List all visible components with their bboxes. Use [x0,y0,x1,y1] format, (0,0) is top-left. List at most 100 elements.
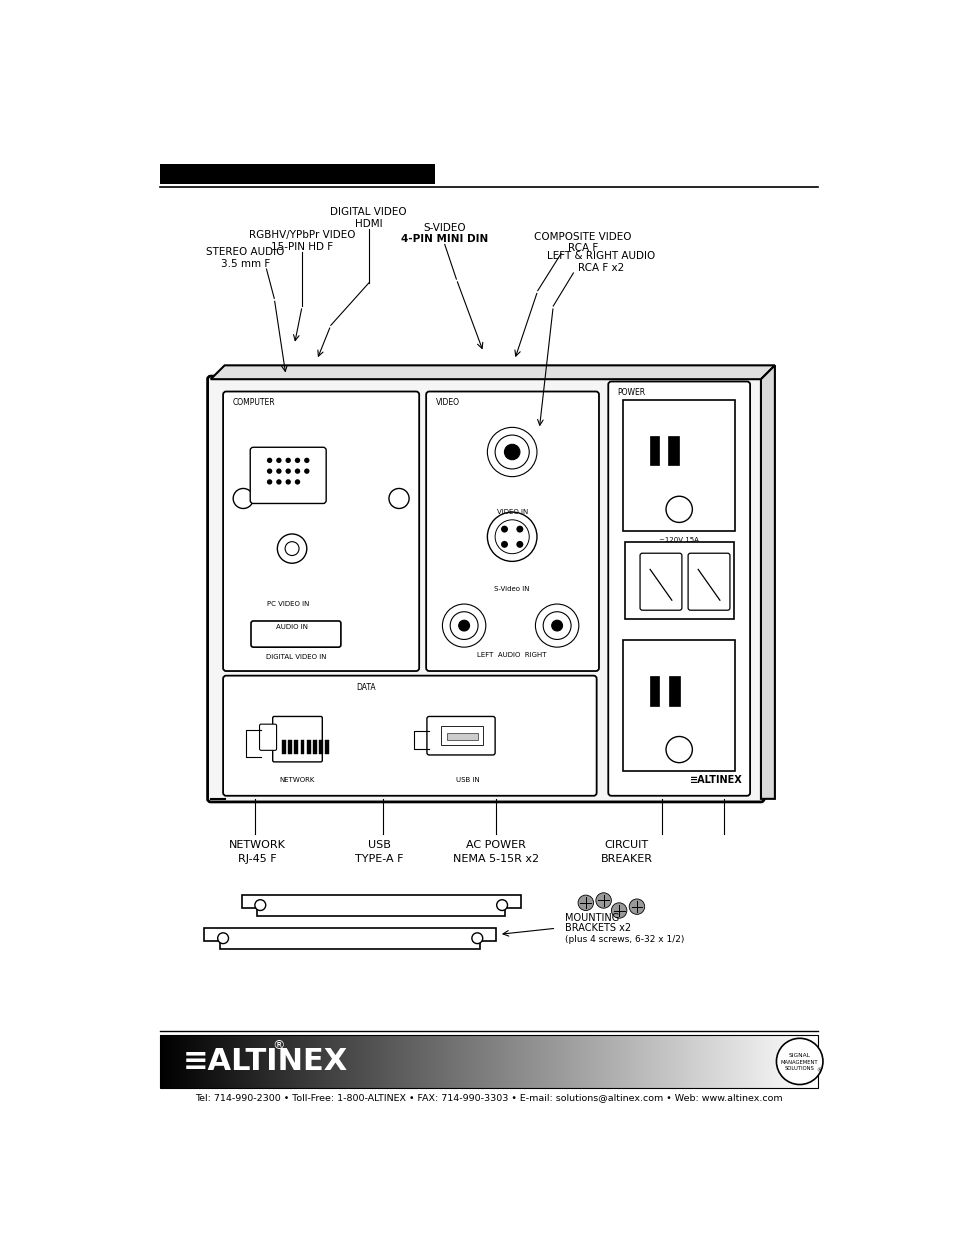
Bar [446,1035,449,1088]
Bar [812,1035,816,1088]
Bar [206,1035,210,1088]
Bar [236,1035,240,1088]
Bar [709,1035,713,1088]
Bar [608,1035,612,1088]
Bar [211,1035,214,1088]
Bar [227,1035,230,1088]
FancyBboxPatch shape [251,621,340,647]
Bar [792,1035,795,1088]
Bar [389,1035,393,1088]
Bar [712,1035,715,1088]
Bar [191,1035,193,1088]
Bar [304,1035,307,1088]
FancyBboxPatch shape [608,382,749,795]
Bar [294,740,298,755]
Text: VIDEO IN: VIDEO IN [496,509,527,515]
Circle shape [497,900,507,910]
Text: CIRCUIT: CIRCUIT [604,840,648,850]
Bar [493,1035,496,1088]
FancyBboxPatch shape [259,724,276,751]
Bar [265,1035,269,1088]
Bar [763,1035,766,1088]
FancyBboxPatch shape [208,377,763,802]
Bar [174,1035,178,1088]
Text: RJ-45 F: RJ-45 F [237,853,276,864]
Bar [526,1035,529,1088]
Circle shape [495,435,529,469]
Bar [730,1035,733,1088]
Bar [505,1035,509,1088]
Bar [567,1035,571,1088]
Bar [185,1035,189,1088]
Circle shape [535,604,578,647]
Bar [722,1035,725,1088]
Bar [618,1035,622,1088]
Circle shape [516,541,523,548]
Circle shape [504,445,519,459]
Bar [523,1035,527,1088]
Text: ®: ® [816,1068,821,1073]
Bar [229,1035,233,1088]
Text: STEREO AUDIO: STEREO AUDIO [206,247,284,257]
Text: ®: ® [273,1039,285,1052]
Bar [706,1035,710,1088]
Bar [750,1035,754,1088]
Bar [624,1035,627,1088]
Bar [307,740,311,755]
Text: POWER: POWER [617,389,645,398]
Bar [794,1035,798,1088]
Bar [216,1035,219,1088]
Bar [404,1035,408,1088]
Bar [296,1035,299,1088]
FancyBboxPatch shape [639,553,681,610]
Bar [268,1035,271,1088]
Bar [590,1035,594,1088]
Bar [289,1035,292,1088]
Bar [415,1035,418,1088]
Bar [490,1035,493,1088]
Bar [650,1035,653,1088]
Bar [758,1035,761,1088]
Bar [345,1035,349,1088]
Bar [621,1035,624,1088]
Bar [387,1035,390,1088]
Bar [172,1035,175,1088]
Bar [322,1035,325,1088]
Text: RCA F x2: RCA F x2 [578,263,624,273]
Bar [183,1035,186,1088]
Bar [422,1035,426,1088]
Bar [449,1035,452,1088]
Bar [564,1035,568,1088]
Circle shape [596,893,611,908]
Bar [162,1035,165,1088]
Bar [286,1035,289,1088]
Bar [802,1035,805,1088]
Bar [330,1035,333,1088]
Circle shape [665,736,692,763]
Bar [603,1035,607,1088]
Bar [159,1035,818,1088]
Bar [647,1035,651,1088]
FancyBboxPatch shape [427,716,495,755]
Circle shape [665,496,692,522]
Bar [534,1035,537,1088]
Bar [198,1035,201,1088]
Bar [766,1035,769,1088]
Text: LEFT & RIGHT AUDIO: LEFT & RIGHT AUDIO [547,251,655,261]
Polygon shape [211,366,774,379]
Bar [588,1035,591,1088]
Bar [606,1035,609,1088]
Bar [484,1035,488,1088]
Bar [720,1035,722,1088]
FancyBboxPatch shape [273,716,322,762]
Circle shape [450,611,477,640]
Bar [649,436,659,466]
Text: DIGITAL VIDEO: DIGITAL VIDEO [330,207,407,217]
Circle shape [285,458,291,463]
Text: ≡ALTINEX: ≡ALTINEX [183,1047,348,1076]
Bar [789,1035,792,1088]
Bar [660,1035,663,1088]
Bar [804,1035,808,1088]
Bar [676,1035,679,1088]
Bar [438,1035,441,1088]
